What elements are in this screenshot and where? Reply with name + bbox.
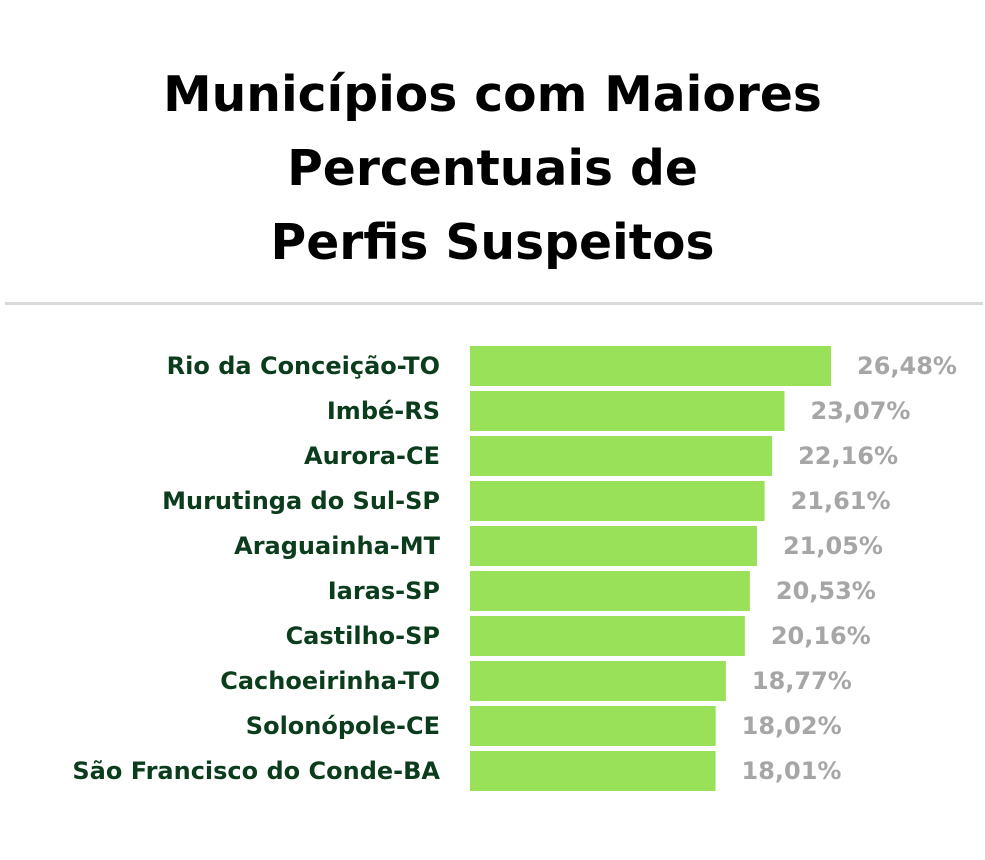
value-label-7: 18,77% — [752, 667, 852, 695]
chart-title: Municípios com Maiores Percentuais de Pe… — [0, 58, 985, 280]
value-label-8: 18,02% — [742, 712, 842, 740]
bars-layer: Rio da Conceição-TO 26,48% Imbé-RS 23,07% Au… — [72, 346, 957, 791]
title-divider — [5, 302, 983, 305]
category-label-9: São Francisco do Conde-BA — [72, 757, 440, 785]
category-label-7: Cachoeirinha-TO — [220, 667, 440, 695]
bar-2 — [470, 436, 773, 476]
bar-5 — [470, 571, 750, 611]
bar-6 — [470, 616, 745, 656]
category-label-4: Araguainha-MT — [234, 532, 441, 560]
bar-9 — [470, 751, 716, 791]
value-label-3: 21,61% — [791, 487, 891, 515]
bar-4 — [470, 526, 757, 566]
category-label-5: Iaras-SP — [328, 577, 440, 605]
category-label-1: Imbé-RS — [327, 397, 440, 425]
bar-8 — [470, 706, 716, 746]
category-label-6: Castilho-SP — [286, 622, 440, 650]
value-label-5: 20,53% — [776, 577, 876, 605]
bar-1 — [470, 391, 785, 431]
category-label-2: Aurora-CE — [304, 442, 440, 470]
category-label-8: Solonópole-CE — [246, 712, 440, 740]
chart-title-line-2: Percentuais de — [287, 141, 698, 197]
chart-title-line-1: Municípios com Maiores — [163, 67, 822, 123]
value-label-9: 18,01% — [742, 757, 842, 785]
value-label-0: 26,48% — [857, 352, 957, 380]
value-label-2: 22,16% — [798, 442, 898, 470]
value-label-6: 20,16% — [771, 622, 871, 650]
bar-3 — [470, 481, 765, 521]
value-label-4: 21,05% — [783, 532, 883, 560]
chart-title-line-3: Perfis Suspeitos — [270, 215, 715, 271]
bar-0 — [470, 346, 831, 386]
category-label-3: Murutinga do Sul-SP — [162, 487, 440, 515]
value-label-1: 23,07% — [811, 397, 911, 425]
bar-7 — [470, 661, 726, 701]
category-label-0: Rio da Conceição-TO — [167, 352, 440, 380]
